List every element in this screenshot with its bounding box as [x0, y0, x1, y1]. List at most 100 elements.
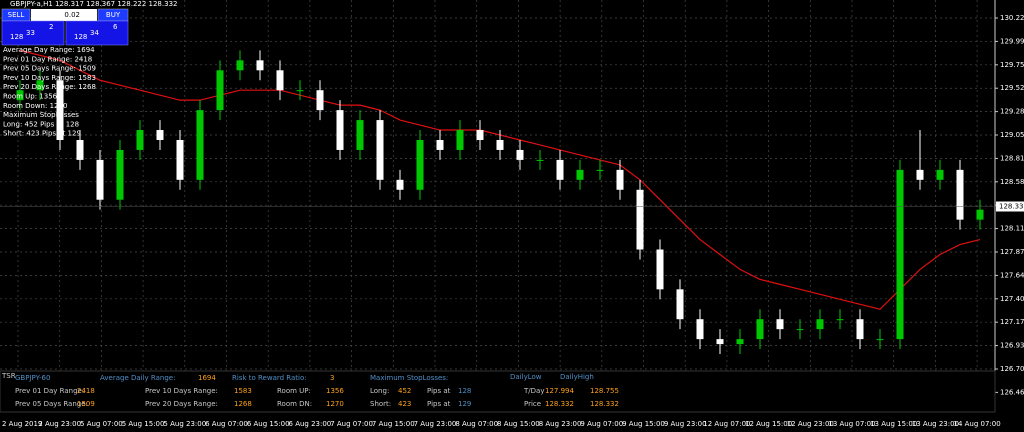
- panel-cell: Pips at: [427, 387, 451, 395]
- panel-cell: Prev 05 Days Range:: [15, 400, 88, 408]
- candle-body: [196, 110, 204, 180]
- ask-frac[interactable]: 6: [113, 23, 118, 31]
- candle-body: [376, 120, 384, 180]
- panel-cell: 128.755: [590, 387, 619, 395]
- candle-body: [76, 139, 84, 160]
- candle-body: [136, 130, 144, 150]
- candle-body: [816, 319, 824, 330]
- info-panel: [0, 370, 996, 413]
- x-tick-label: 5 Aug 15:00: [122, 420, 165, 428]
- candle-body: [716, 339, 724, 345]
- adr-value: 1694: [198, 374, 216, 382]
- overlay-line: Average Day Range: 1694: [3, 46, 95, 54]
- y-tick-label: 129.755: [1000, 61, 1024, 69]
- bid-frac[interactable]: 2: [49, 23, 53, 31]
- panel-cell: Room UP:: [277, 387, 311, 395]
- candle-body: [96, 159, 104, 200]
- candle-body: [776, 319, 784, 330]
- bid-box[interactable]: [1, 20, 65, 46]
- daily-low-label: DailyLow: [510, 373, 542, 381]
- x-tick-label: 12 Aug 15:00: [745, 420, 792, 428]
- panel-cell: Prev 10 Days Range:: [145, 387, 218, 395]
- x-tick-label: 8 Aug 07:00: [455, 420, 498, 428]
- overlay-line: Room Up: 1356: [3, 93, 58, 101]
- candle-body: [936, 169, 944, 180]
- candle-body: [496, 139, 504, 150]
- candle-body: [896, 169, 904, 340]
- overlay-line: Room Down: 1270: [3, 102, 67, 110]
- overlay-line: Short: 423 Pips at 129: [3, 130, 81, 138]
- y-tick-label: 127.405: [1000, 295, 1024, 303]
- sell-label[interactable]: SELL: [8, 11, 25, 19]
- current-price-box: [996, 201, 1024, 212]
- candle-body: [36, 80, 44, 91]
- y-tick-label: 128.110: [1000, 225, 1024, 233]
- panel-symbol: GBPJPY-60: [15, 374, 50, 382]
- x-tick-label: 13 Aug 15:00: [870, 420, 917, 428]
- panel-cell: Prev 20 Days Range:: [145, 400, 218, 408]
- candle-body: [236, 60, 244, 71]
- overlay-line: Long: 452 Pips at 128: [3, 120, 79, 128]
- panel-cell: 423: [398, 400, 411, 408]
- adr-label: Average Daily Range:: [100, 374, 175, 382]
- candle-body: [976, 209, 984, 220]
- candle-body: [396, 179, 404, 190]
- candle-body: [416, 139, 424, 190]
- x-tick-label: 13 Aug 07:00: [828, 420, 875, 428]
- candle-body: [176, 139, 184, 180]
- x-tick-label: 7 Aug 15:00: [372, 420, 415, 428]
- rr-label: Risk to Reward Ratio:: [232, 374, 307, 382]
- panel-cell: 1509: [77, 400, 95, 408]
- candle-body: [616, 169, 624, 190]
- candle-body: [516, 149, 524, 160]
- x-tick-label: 7 Aug 07:00: [330, 420, 373, 428]
- candle-body: [956, 169, 964, 220]
- x-tick-label: 9 Aug 07:00: [580, 420, 623, 428]
- panel-cell: 1356: [326, 387, 344, 395]
- y-tick-label: 129.990: [1000, 37, 1024, 45]
- candle-body: [316, 90, 324, 111]
- ask-pips[interactable]: 34: [90, 29, 99, 37]
- candle-body: [256, 60, 264, 71]
- y-tick-label: 129.050: [1000, 131, 1024, 139]
- candle-body: [696, 319, 704, 340]
- ask-box[interactable]: [65, 20, 129, 46]
- candle-body: [636, 189, 644, 250]
- x-tick-label: 7 Aug 23:00: [414, 420, 457, 428]
- candle-body: [116, 149, 124, 200]
- x-tick-label: 6 Aug 23:00: [289, 420, 332, 428]
- lot-value[interactable]: 0.02: [64, 11, 80, 19]
- x-tick-label: 9 Aug 15:00: [622, 420, 665, 428]
- bid-big[interactable]: 128: [10, 33, 23, 41]
- x-tick-label: 2 Aug 23:00: [38, 420, 81, 428]
- panel-cell: 127.994: [545, 387, 574, 395]
- panel-cell: Price: [524, 400, 541, 408]
- x-tick-label: 6 Aug 07:00: [205, 420, 248, 428]
- overlay-line: Prev 05 Days Range: 1509: [3, 65, 96, 73]
- y-tick-label: 126.700: [1000, 365, 1024, 373]
- x-tick-label: 14 Aug 07:00: [953, 420, 1000, 428]
- lot-field[interactable]: [31, 9, 97, 21]
- y-tick-label: 129.285: [1000, 108, 1024, 116]
- candle-body: [916, 169, 924, 180]
- sl-label: Maximum StopLosses:: [370, 374, 448, 382]
- ask-big[interactable]: 128: [74, 33, 87, 41]
- overlay-line: Maximum StopLosses: [3, 111, 79, 119]
- x-tick-label: 5 Aug 07:00: [80, 420, 123, 428]
- x-tick-label: 9 Aug 23:00: [664, 420, 707, 428]
- x-tick-label: 8 Aug 15:00: [497, 420, 540, 428]
- panel-cell: 452: [398, 387, 411, 395]
- candle-body: [356, 120, 364, 150]
- overlay-line: Prev 10 Days Range: 1583: [3, 74, 96, 82]
- panel-cell: Pips at: [427, 400, 451, 408]
- buy-label[interactable]: BUY: [106, 11, 121, 19]
- bid-pips[interactable]: 33: [26, 29, 35, 37]
- candle-body: [596, 169, 604, 171]
- candle-body: [436, 139, 444, 150]
- candle-body: [156, 130, 164, 140]
- panel-cell: 1583: [234, 387, 252, 395]
- candle-body: [16, 90, 24, 101]
- candle-body: [276, 70, 284, 91]
- candle-body: [836, 319, 844, 321]
- x-tick-label: 12 Aug 07:00: [703, 420, 750, 428]
